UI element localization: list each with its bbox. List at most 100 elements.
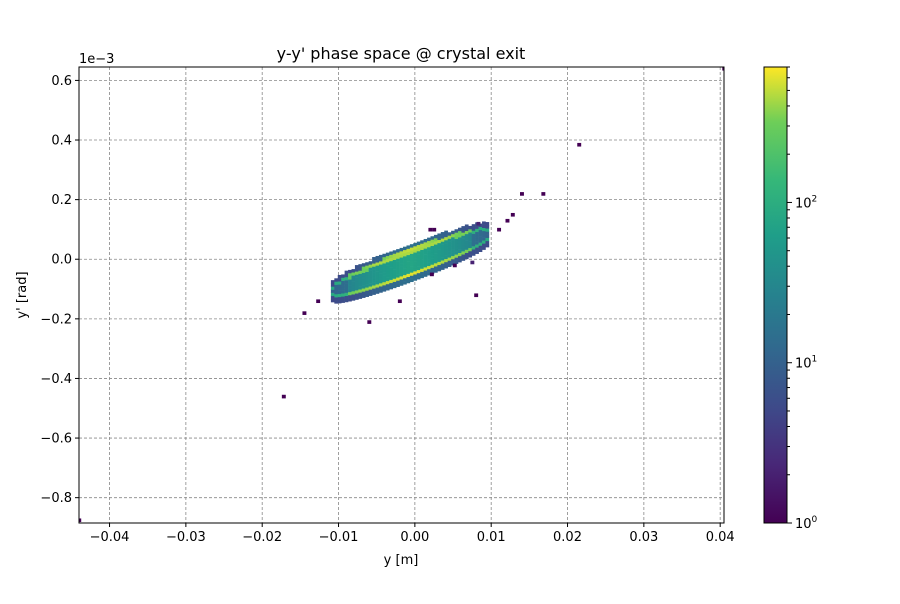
histogram-cell [433,250,438,254]
histogram-cell [409,272,414,276]
histogram-cell [416,266,421,271]
histogram-cell [334,281,339,285]
histogram-cell [471,230,476,234]
histogram-cell [389,263,394,268]
histogram-point [722,67,724,71]
histogram-cell [337,274,342,279]
histogram-cell [457,233,462,238]
histogram-cell [330,280,335,284]
histogram-cell [416,250,421,255]
histogram-cell [447,238,452,242]
histogram-cell [365,277,369,282]
histogram-point [367,320,372,324]
histogram-cell [348,279,352,283]
x-tick-label: 0.00 [400,530,429,545]
histogram-cell [409,278,414,283]
histogram-cell [427,272,431,276]
histogram-cell [464,233,469,238]
histogram-cell [423,251,428,255]
histogram-cell [440,244,445,248]
histogram-point [432,227,437,232]
histogram-cell [457,246,462,250]
histogram-cell [389,267,394,271]
histogram-cell [468,244,473,249]
histogram-cell [457,240,462,244]
histogram-cell [368,283,373,287]
histogram-cell [406,267,411,271]
histogram-cell [354,271,359,275]
histogram-cell [447,241,452,246]
histogram-cell [409,275,414,279]
histogram-cell [409,259,414,264]
histogram-cell [399,251,404,255]
histogram-cell [389,279,394,284]
histogram-cell [403,268,407,273]
histogram-cell [471,252,476,256]
histogram-cell [416,247,421,252]
histogram-cell [361,275,366,280]
y-tick-label: 0.4 [51,134,72,149]
histogram-cell [406,276,411,281]
histogram-cell [413,252,418,256]
histogram-cell [468,229,473,233]
histogram-cell [478,239,483,243]
histogram-cell [478,232,483,237]
histogram-cell [457,252,462,257]
histogram-cell [372,285,376,289]
histogram-cell [337,278,342,282]
histogram-cell [427,268,431,273]
histogram-cell [334,287,339,292]
histogram-cell [444,239,448,244]
histogram-cell [378,261,383,265]
histogram-cell [372,266,376,270]
histogram-cell [334,290,339,295]
histogram-cell [416,244,421,249]
histogram-point [476,221,481,226]
histogram-cell [420,252,424,257]
histogram-cell [433,266,438,270]
histogram-cell [413,246,418,250]
histogram-cells [79,67,724,523]
x-tick-label: −0.04 [90,530,130,545]
histogram-cell [433,238,438,242]
histogram-cell [444,246,448,250]
histogram-cell [341,277,345,281]
histogram-cell [385,255,390,260]
histogram-cell [464,224,469,228]
histogram-cell [437,258,442,262]
histogram-cell [354,274,359,278]
grid-lines [79,67,724,523]
histogram-cell [392,262,397,267]
y-tick-label: 0.0 [51,253,72,268]
colorbar-tick-label: 100 [795,515,818,532]
histogram-cell [420,262,424,266]
histogram-cell [344,276,349,281]
histogram-cell [399,260,404,264]
histogram-cell [382,272,387,276]
histogram-cell [433,247,438,251]
histogram-cell [475,250,479,254]
histogram-cell [399,272,404,277]
histogram-cell [348,298,352,302]
y-offset-label: 1e−3 [79,52,114,67]
histogram-cell [437,233,442,237]
histogram-cell [406,245,411,249]
y-tick-label: 0.2 [51,193,72,208]
histogram-cell [471,246,476,250]
histogram-cell [348,276,352,280]
histogram-cell [378,258,383,262]
x-tick-label: −0.03 [166,530,206,545]
histogram-cell [396,258,400,262]
histogram-cell [358,267,363,271]
histogram-cell [423,248,428,252]
histogram-cell [358,286,363,290]
histogram-cell [451,237,455,241]
histogram-cell [375,255,380,260]
histogram-cell [447,263,452,267]
histogram-cell [351,287,356,292]
histogram-cell [399,254,404,258]
histogram-cell [468,247,473,252]
histogram-cell [334,297,339,301]
histogram-cell [427,247,431,251]
histogram-cell [358,270,363,274]
